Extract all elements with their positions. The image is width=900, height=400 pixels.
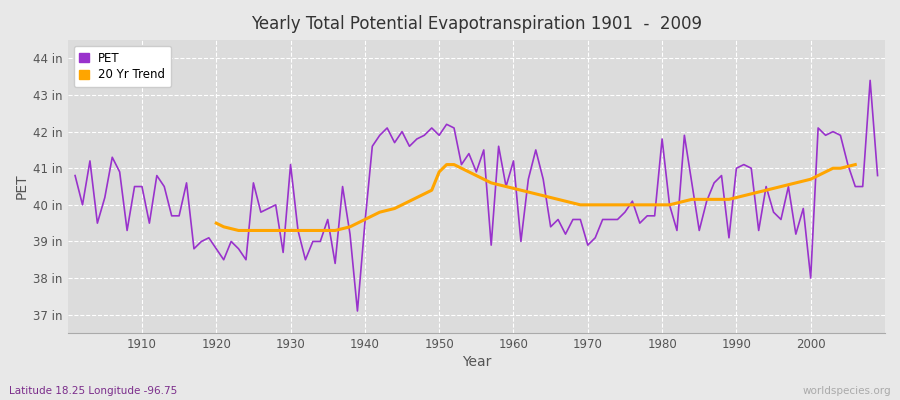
Text: Latitude 18.25 Longitude -96.75: Latitude 18.25 Longitude -96.75	[9, 386, 177, 396]
Legend: PET, 20 Yr Trend: PET, 20 Yr Trend	[74, 46, 171, 87]
X-axis label: Year: Year	[462, 355, 491, 369]
Title: Yearly Total Potential Evapotranspiration 1901  -  2009: Yearly Total Potential Evapotranspiratio…	[251, 15, 702, 33]
Text: worldspecies.org: worldspecies.org	[803, 386, 891, 396]
Y-axis label: PET: PET	[15, 174, 29, 199]
